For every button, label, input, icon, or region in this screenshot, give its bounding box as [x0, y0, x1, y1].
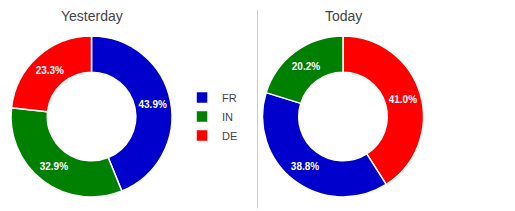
svg-text:DE: DE — [222, 130, 237, 142]
svg-text:43.9%: 43.9% — [138, 99, 166, 110]
svg-text:FR: FR — [222, 92, 237, 104]
svg-text:IN: IN — [222, 111, 233, 123]
svg-text:20.2%: 20.2% — [292, 61, 320, 72]
svg-text:Today: Today — [325, 8, 362, 24]
svg-text:41.0%: 41.0% — [389, 94, 417, 105]
svg-text:23.3%: 23.3% — [36, 65, 64, 76]
svg-text:Yesterday: Yesterday — [61, 8, 123, 24]
svg-text:32.9%: 32.9% — [40, 161, 68, 172]
svg-text:38.8%: 38.8% — [291, 161, 319, 172]
